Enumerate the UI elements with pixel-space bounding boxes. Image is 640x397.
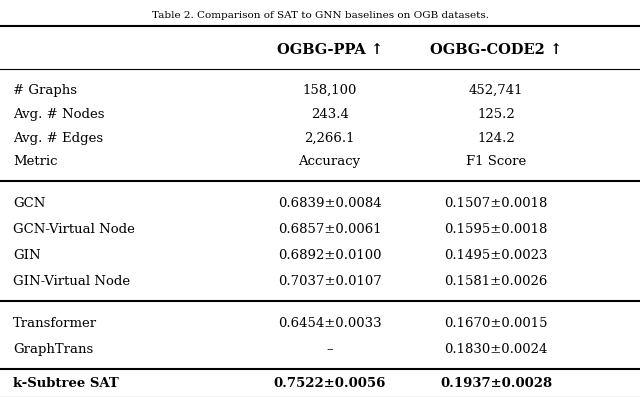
Text: 0.6454±0.0033: 0.6454±0.0033: [278, 317, 381, 330]
Text: 125.2: 125.2: [477, 108, 515, 121]
Text: 452,741: 452,741: [468, 84, 524, 97]
Text: OGBG-CODE2 ↑: OGBG-CODE2 ↑: [430, 42, 562, 57]
Text: 0.1507±0.0018: 0.1507±0.0018: [444, 197, 548, 210]
Text: Accuracy: Accuracy: [298, 156, 361, 168]
Text: GCN: GCN: [13, 197, 45, 210]
Text: 0.1937±0.0028: 0.1937±0.0028: [440, 378, 552, 390]
Text: Avg. # Edges: Avg. # Edges: [13, 132, 103, 145]
Text: Metric: Metric: [13, 156, 58, 168]
Text: 0.1830±0.0024: 0.1830±0.0024: [444, 343, 548, 356]
Text: Table 2. Comparison of SAT to GNN baselines on OGB datasets.: Table 2. Comparison of SAT to GNN baseli…: [152, 11, 488, 20]
Text: 0.1581±0.0026: 0.1581±0.0026: [444, 275, 548, 287]
Text: 0.1495±0.0023: 0.1495±0.0023: [444, 249, 548, 262]
Text: # Graphs: # Graphs: [13, 84, 77, 97]
Text: 0.7522±0.0056: 0.7522±0.0056: [273, 378, 386, 390]
Text: 158,100: 158,100: [303, 84, 356, 97]
Text: Transformer: Transformer: [13, 317, 97, 330]
Text: 243.4: 243.4: [310, 108, 349, 121]
Text: Avg. # Nodes: Avg. # Nodes: [13, 108, 104, 121]
Text: GIN-Virtual Node: GIN-Virtual Node: [13, 275, 130, 287]
Text: 0.7037±0.0107: 0.7037±0.0107: [278, 275, 381, 287]
Text: –: –: [326, 343, 333, 356]
Text: 0.6839±0.0084: 0.6839±0.0084: [278, 197, 381, 210]
Text: 0.1595±0.0018: 0.1595±0.0018: [444, 223, 548, 236]
Text: k-Subtree SAT: k-Subtree SAT: [13, 378, 118, 390]
Text: F1 Score: F1 Score: [466, 156, 526, 168]
Text: 0.6892±0.0100: 0.6892±0.0100: [278, 249, 381, 262]
Text: 2,266.1: 2,266.1: [305, 132, 355, 145]
Text: 0.1670±0.0015: 0.1670±0.0015: [444, 317, 548, 330]
Text: 0.6857±0.0061: 0.6857±0.0061: [278, 223, 381, 236]
Text: OGBG-PPA ↑: OGBG-PPA ↑: [276, 42, 383, 57]
Text: GIN: GIN: [13, 249, 40, 262]
Text: GCN-Virtual Node: GCN-Virtual Node: [13, 223, 134, 236]
Text: GraphTrans: GraphTrans: [13, 343, 93, 356]
Text: 124.2: 124.2: [477, 132, 515, 145]
